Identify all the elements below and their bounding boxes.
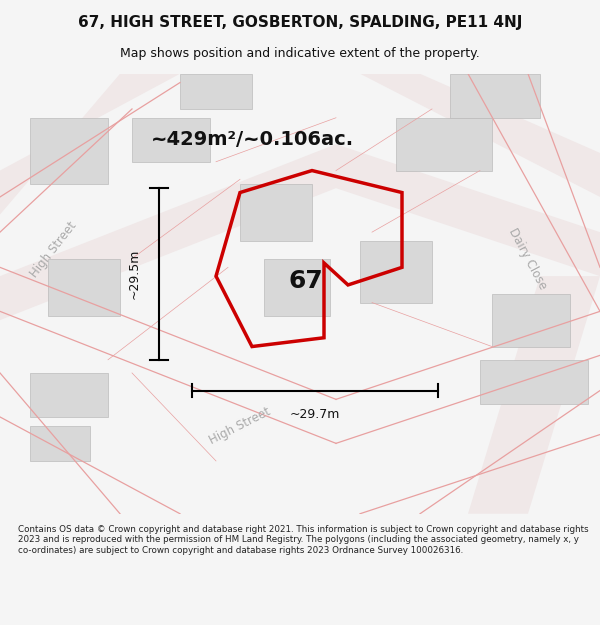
Text: ~429m²/~0.106ac.: ~429m²/~0.106ac. (151, 130, 353, 149)
Text: ~29.7m: ~29.7m (290, 408, 340, 421)
Polygon shape (240, 184, 312, 241)
Polygon shape (480, 360, 588, 404)
Polygon shape (450, 74, 540, 118)
Polygon shape (132, 118, 210, 162)
Text: High Street: High Street (28, 219, 80, 280)
Polygon shape (0, 144, 336, 320)
Text: ~29.5m: ~29.5m (128, 249, 141, 299)
Text: High Street: High Street (207, 405, 273, 447)
Polygon shape (360, 74, 600, 197)
Polygon shape (180, 74, 252, 109)
Text: Map shows position and indicative extent of the property.: Map shows position and indicative extent… (120, 47, 480, 59)
Polygon shape (492, 294, 570, 346)
Polygon shape (396, 118, 492, 171)
Polygon shape (360, 241, 432, 302)
Polygon shape (30, 426, 90, 461)
Text: 67: 67 (289, 269, 323, 292)
Text: Dairy Close: Dairy Close (506, 226, 550, 291)
Polygon shape (30, 373, 108, 417)
Polygon shape (0, 74, 180, 214)
Polygon shape (264, 259, 330, 316)
Polygon shape (336, 144, 600, 276)
Text: Contains OS data © Crown copyright and database right 2021. This information is : Contains OS data © Crown copyright and d… (18, 525, 589, 554)
Text: 67, HIGH STREET, GOSBERTON, SPALDING, PE11 4NJ: 67, HIGH STREET, GOSBERTON, SPALDING, PE… (78, 14, 522, 29)
Polygon shape (48, 259, 120, 316)
Polygon shape (30, 118, 108, 184)
Polygon shape (468, 276, 600, 514)
